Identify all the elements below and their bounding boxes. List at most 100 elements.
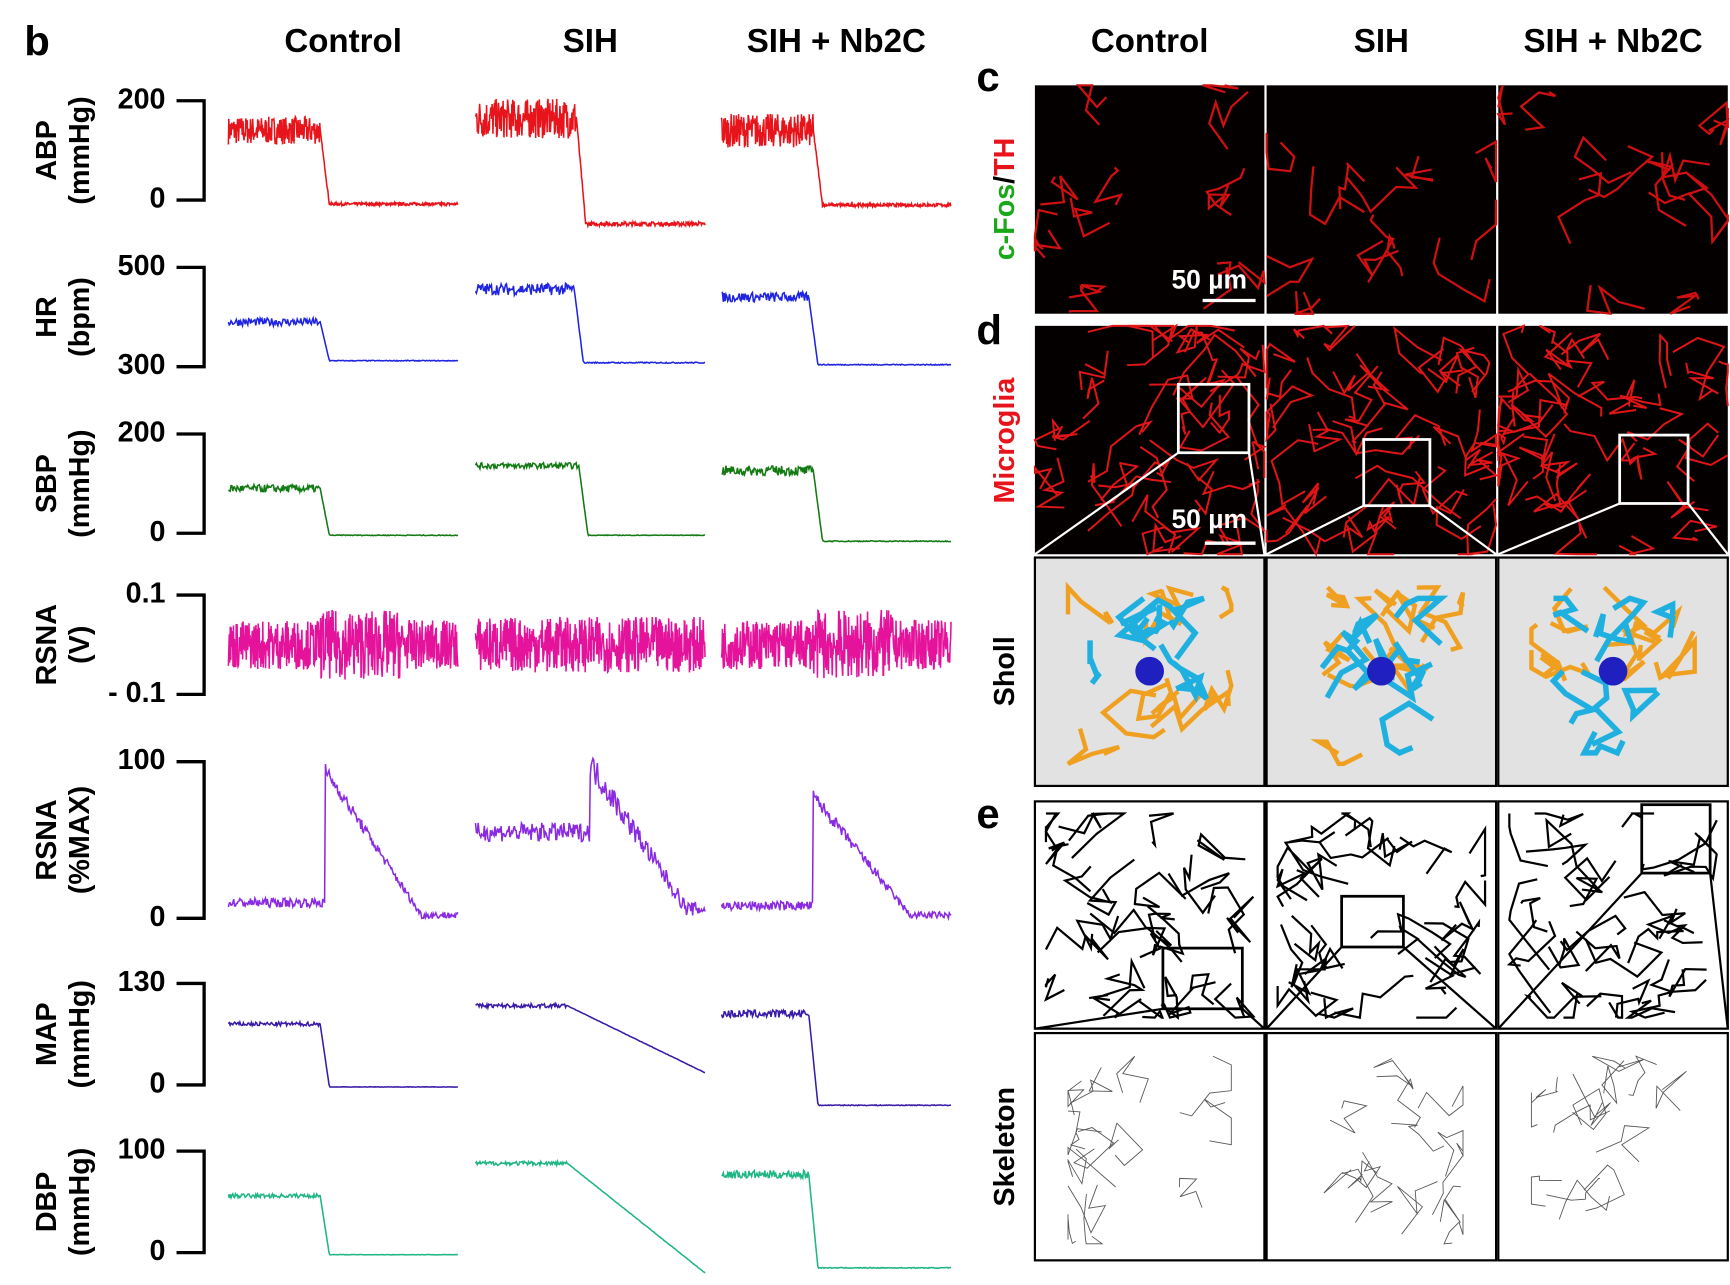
- cell-process: [1452, 918, 1482, 975]
- cell-process: [1051, 420, 1091, 441]
- cell-process: [1575, 930, 1621, 972]
- cell-process: [1342, 477, 1421, 538]
- cell-process: [1073, 1127, 1115, 1169]
- zoom-box: [1340, 894, 1405, 949]
- cell-process: [1608, 379, 1637, 415]
- scale-bar-label: 50 µm: [1171, 504, 1247, 534]
- cell-process: [1468, 825, 1487, 878]
- cell-process: [1392, 641, 1427, 694]
- trace: [227, 610, 459, 680]
- cell-process: [1595, 1125, 1651, 1163]
- cell-process: [1147, 905, 1185, 956]
- cell-process: [1204, 1098, 1232, 1146]
- cell-process: [1437, 336, 1478, 394]
- column-header: SIH + Nb2C: [1523, 23, 1702, 60]
- row-label: ABP: [31, 120, 63, 181]
- cell-process: [1369, 925, 1420, 956]
- cell-process: [1316, 411, 1383, 457]
- cell-process: [1496, 84, 1513, 126]
- cell-process: [1324, 629, 1371, 699]
- cell-process: [1591, 1055, 1645, 1072]
- row-unit: (V): [64, 626, 96, 664]
- cell-process: [1378, 501, 1397, 530]
- trace: [720, 608, 952, 679]
- zoom-box: [1161, 946, 1244, 1011]
- cell-process: [1078, 350, 1109, 391]
- cell-process: [1601, 1060, 1625, 1105]
- tick-label: 100: [118, 1134, 166, 1166]
- tick-label: 0: [150, 1235, 166, 1267]
- tick-label: 0: [150, 1068, 166, 1100]
- cell-process: [1148, 812, 1174, 849]
- cell-process: [1558, 1179, 1610, 1220]
- cell-process: [1549, 587, 1589, 634]
- cell-process: [1033, 208, 1063, 250]
- cell-process: [1067, 1110, 1086, 1150]
- cell-process: [1354, 464, 1462, 520]
- cell-process: [1508, 878, 1551, 971]
- cell-process: [1507, 379, 1571, 414]
- cell-process: [1182, 854, 1216, 915]
- cell-process: [1251, 440, 1266, 478]
- cell-process: [1531, 1077, 1559, 1104]
- cell-process: [1194, 476, 1213, 516]
- cell-process: [1226, 895, 1255, 943]
- cell-process: [1440, 901, 1475, 942]
- cell-process: [1265, 403, 1277, 443]
- zoom-line: [1497, 872, 1729, 1030]
- cell-process: [1133, 871, 1187, 909]
- cell-process: [1087, 482, 1137, 532]
- trace: [720, 790, 952, 922]
- cell-process: [1553, 522, 1598, 556]
- row-label: Skeleton: [989, 1087, 1021, 1207]
- cell-process: [1552, 595, 1590, 634]
- cell-process: [1404, 155, 1434, 182]
- cell-process: [1435, 489, 1482, 541]
- cell-process: [1067, 1080, 1085, 1116]
- row-label: RSNA: [31, 604, 63, 685]
- trace: [474, 1158, 706, 1274]
- trace: [474, 98, 706, 229]
- axis: [176, 760, 206, 920]
- tick-label: 0: [150, 516, 166, 548]
- panel-label: d: [976, 307, 1002, 354]
- cell-process: [1043, 973, 1065, 1002]
- row-label: HR: [31, 296, 63, 338]
- cell-process: [1628, 1055, 1657, 1096]
- cell-process: [1636, 629, 1663, 662]
- cell-process: [1397, 1076, 1421, 1128]
- trace: [721, 1168, 952, 1270]
- zoom-line: [1497, 502, 1729, 556]
- cell-process: [1539, 652, 1568, 682]
- cell-process: [1534, 812, 1584, 828]
- cell-process: [1216, 527, 1247, 556]
- cell-process: [1066, 728, 1121, 766]
- cell-process: [1530, 1092, 1538, 1128]
- row-label: MAP: [31, 1002, 63, 1066]
- row-unit: (mmHg): [64, 96, 96, 204]
- cell-process: [1323, 324, 1356, 352]
- cell-process: [1594, 595, 1649, 663]
- cell-process: [1127, 324, 1173, 358]
- column-header: SIH: [563, 23, 618, 60]
- cell-process: [1068, 812, 1128, 859]
- cell-process: [1138, 374, 1194, 436]
- cell-process: [1648, 959, 1707, 993]
- cell-process: [1506, 920, 1557, 967]
- cell-process: [1675, 434, 1720, 482]
- cell-process: [1068, 284, 1100, 313]
- image: [1498, 85, 1728, 314]
- cell-process: [1323, 1168, 1374, 1223]
- stain-text: TH: [989, 138, 1021, 176]
- cell-process: [1279, 924, 1310, 1005]
- cell-process: [1525, 473, 1592, 514]
- cell-process: [1671, 519, 1717, 541]
- cell-process: [1395, 470, 1427, 505]
- row-label: Sholl: [989, 636, 1021, 706]
- cell-process: [1645, 159, 1687, 227]
- cell-process: [1569, 876, 1603, 908]
- cell-process: [1196, 832, 1246, 861]
- trace: [227, 114, 459, 209]
- cell-process: [1397, 1181, 1438, 1235]
- cell-process: [1265, 342, 1296, 389]
